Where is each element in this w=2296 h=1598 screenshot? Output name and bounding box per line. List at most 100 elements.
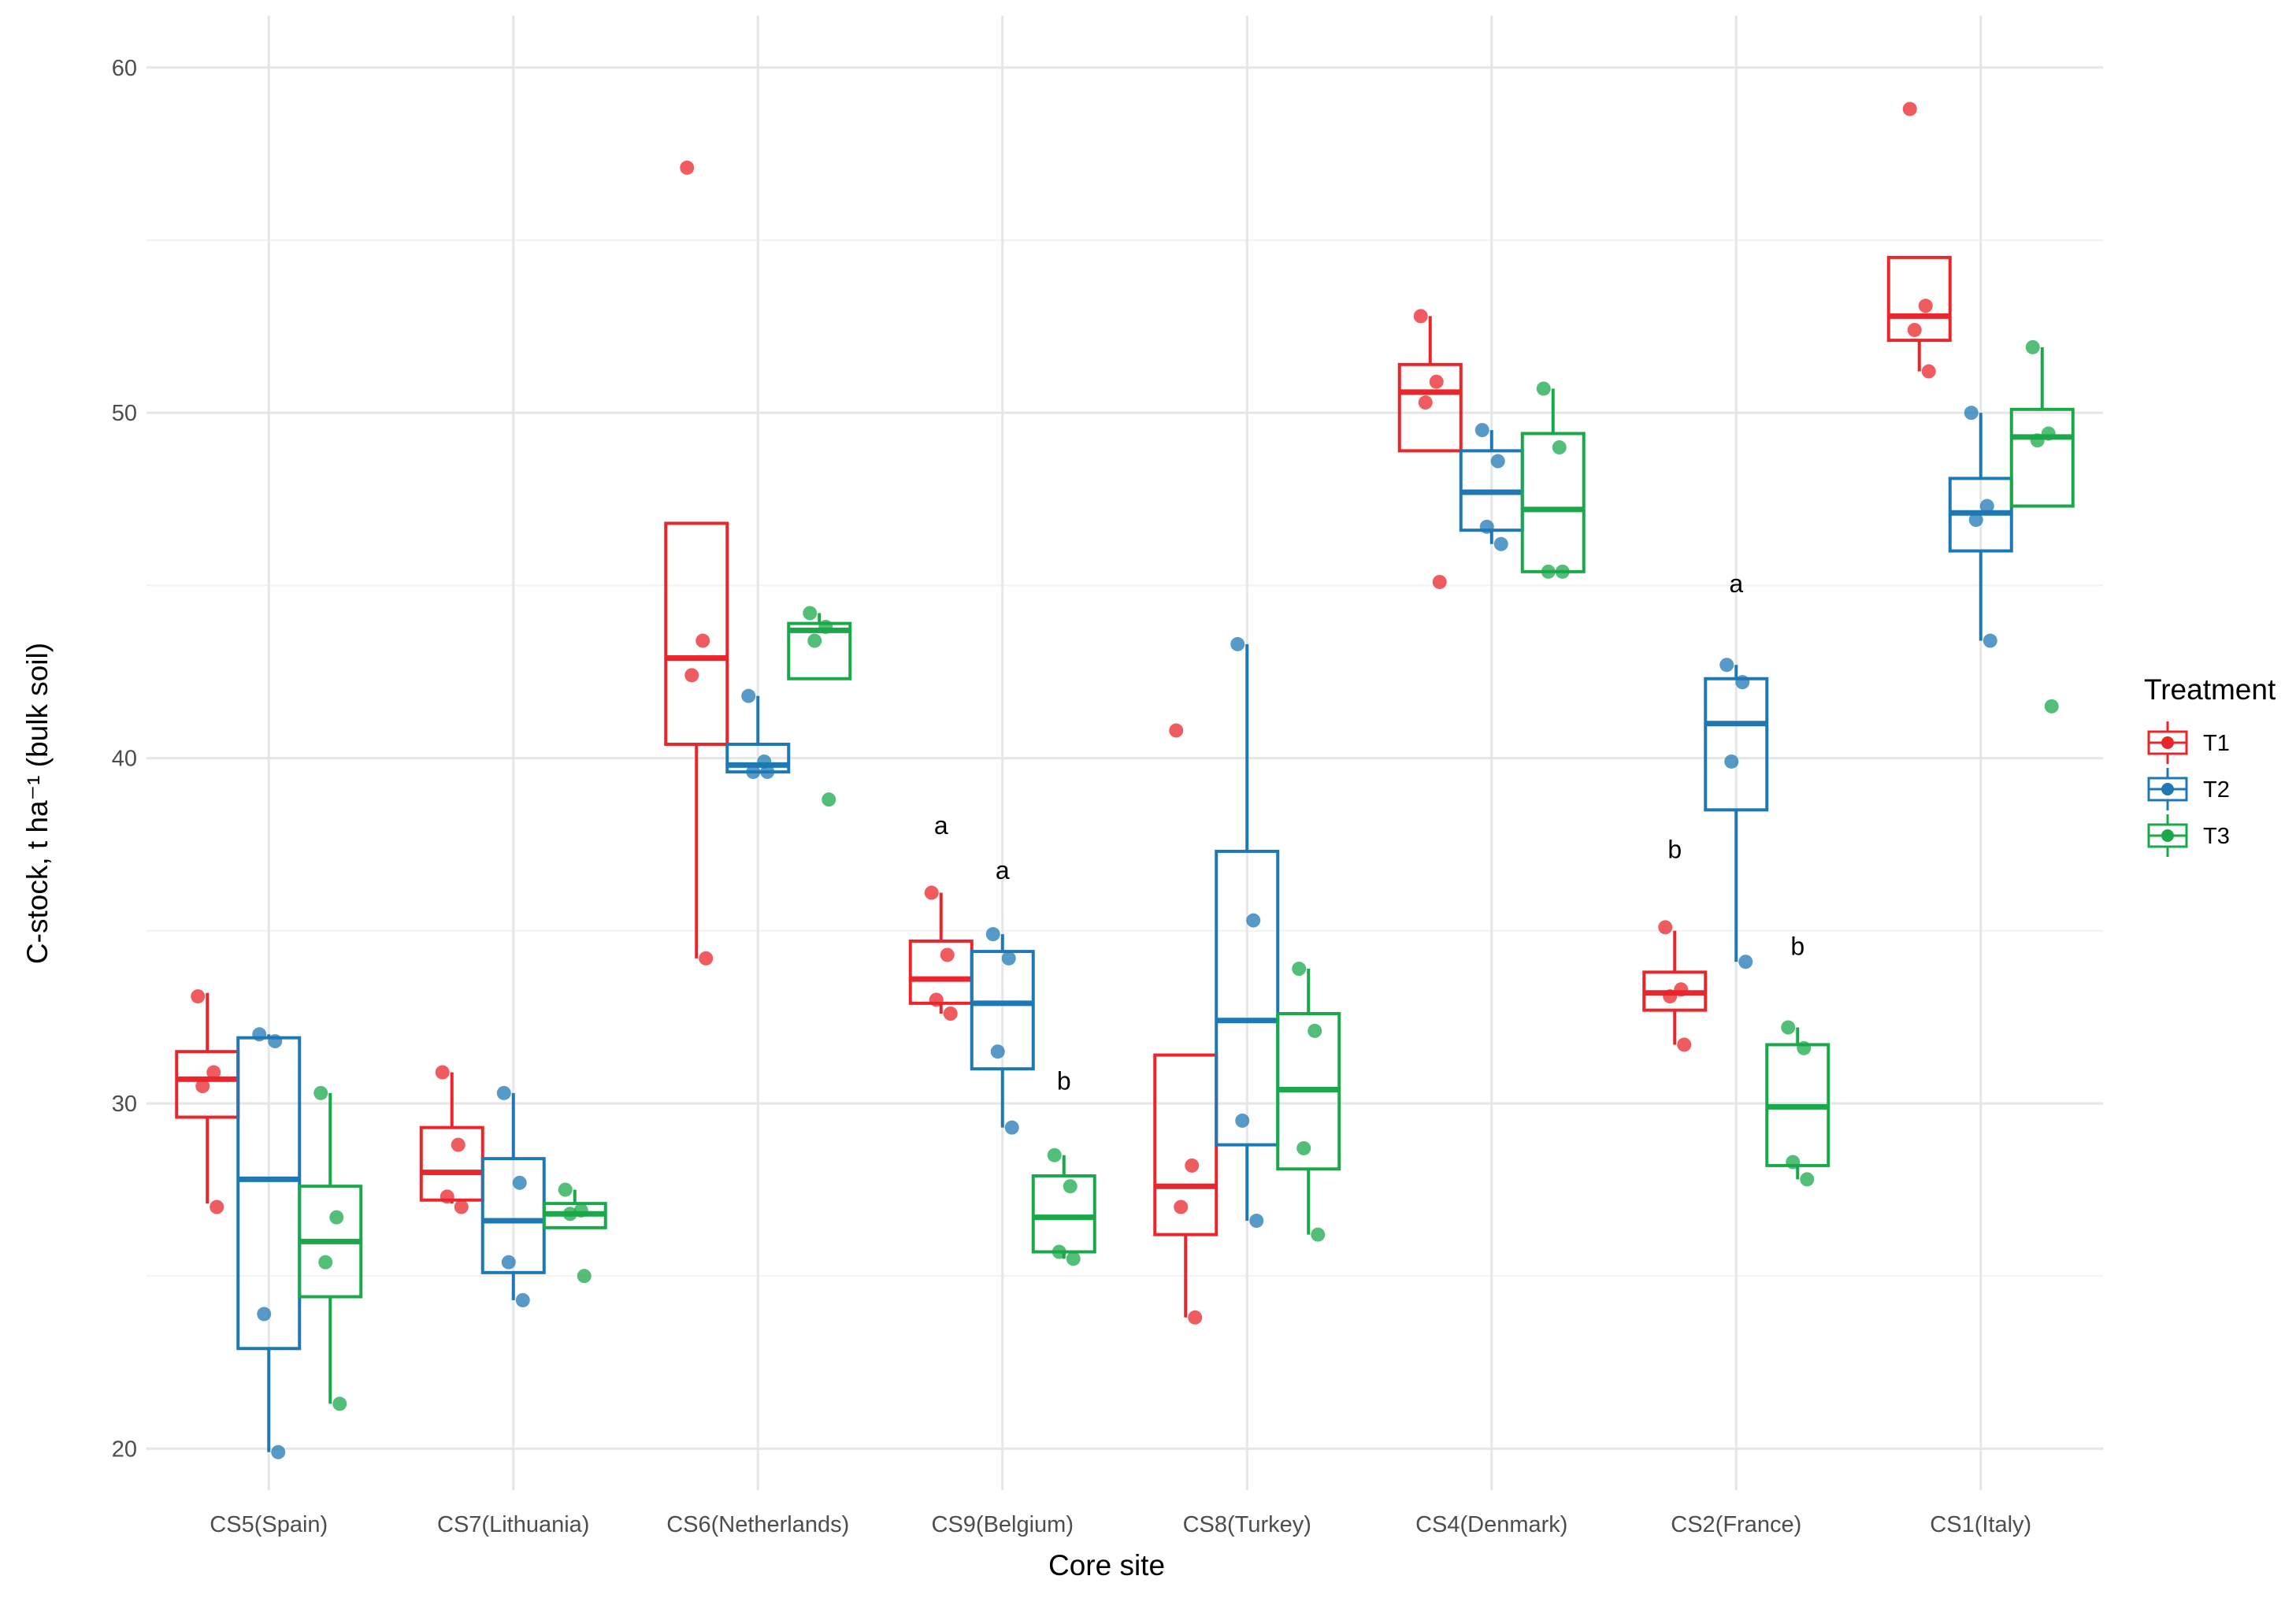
data-point <box>1490 454 1505 469</box>
data-point <box>1658 920 1673 935</box>
box-body <box>908 939 974 1005</box>
data-point <box>1536 381 1551 396</box>
data-point <box>318 1255 333 1270</box>
data-point <box>1983 633 1997 648</box>
data-point <box>1307 1023 1322 1038</box>
data-point <box>924 885 939 900</box>
data-point <box>1052 1244 1066 1259</box>
legend-title: Treatment <box>2144 673 2276 706</box>
box-T2-7 <box>1948 413 2013 641</box>
data-point <box>1555 564 1570 579</box>
data-point <box>807 633 822 648</box>
data-point <box>257 1307 272 1322</box>
data-point <box>1786 1155 1801 1170</box>
data-point <box>1063 1179 1078 1194</box>
x-tick-label: CS9(Belgium) <box>932 1512 1074 1537</box>
data-point <box>1292 962 1307 977</box>
data-point <box>1174 1199 1189 1214</box>
data-point <box>1296 1140 1311 1155</box>
data-point <box>684 668 699 683</box>
box-T1-7 <box>1886 255 1952 372</box>
boxes <box>175 255 2075 1452</box>
data-point <box>1493 536 1508 551</box>
box-body <box>1520 432 1586 573</box>
data-point <box>699 951 714 966</box>
box-T1-2 <box>664 521 729 958</box>
data-point <box>680 160 695 175</box>
data-point <box>1797 1040 1812 1055</box>
legend-label: T3 <box>2203 824 2230 849</box>
data-point <box>1185 1158 1200 1173</box>
legend-entry-T1: T1 <box>2147 721 2230 764</box>
box-T1-5 <box>1397 316 1463 453</box>
x-axis-ticks: CS5(Spain) CS7(Lithuania) CS6(Netherlands)… <box>210 1512 2031 1537</box>
data-point <box>760 765 775 780</box>
box-body <box>664 521 729 747</box>
data-point <box>1921 364 1936 379</box>
data-point <box>990 1044 1005 1059</box>
box-body <box>419 1125 484 1202</box>
data-point <box>1311 1227 1326 1242</box>
data-point <box>1918 298 1933 313</box>
data-point <box>435 1065 450 1080</box>
box-T1-0 <box>175 992 240 1204</box>
data-point <box>746 765 761 780</box>
data-point <box>822 792 836 807</box>
data-point <box>1249 1214 1264 1229</box>
data-point <box>268 1034 283 1049</box>
data-point <box>191 989 206 1004</box>
x-axis-title: Core site <box>1048 1549 1165 1581</box>
data-point <box>1552 440 1567 455</box>
data-point <box>1418 395 1433 410</box>
box-body <box>1215 849 1280 1147</box>
box-T2-6 <box>1704 665 1769 962</box>
x-tick-label: CS1(Italy) <box>1930 1512 2031 1537</box>
data-point <box>1979 499 1994 514</box>
y-axis-ticks: 20 30 40 50 60 <box>112 56 137 1463</box>
data-point <box>2030 433 2045 448</box>
data-point <box>2044 699 2059 714</box>
x-tick-label: CS5(Spain) <box>210 1512 328 1537</box>
data-point <box>1004 1120 1019 1135</box>
data-point <box>818 619 833 634</box>
box-T1-4 <box>1153 1053 1218 1318</box>
data-point <box>1429 374 1444 389</box>
data-point <box>943 1006 958 1021</box>
legend-label: T1 <box>2203 731 2230 756</box>
data-point <box>1719 658 1734 673</box>
data-point <box>451 1137 466 1152</box>
data-point <box>1907 322 1922 337</box>
y-tick-label: 60 <box>112 56 137 81</box>
data-point <box>515 1292 530 1307</box>
legend-label: T2 <box>2203 777 2230 803</box>
grid <box>147 16 2103 1490</box>
data-point <box>695 633 710 648</box>
x-tick-label: CS8(Turkey) <box>1183 1512 1311 1537</box>
data-point <box>271 1444 286 1459</box>
data-point <box>573 1203 588 1218</box>
box-T2-3 <box>970 934 1035 1128</box>
data-point <box>1047 1148 1062 1162</box>
data-point <box>558 1182 573 1197</box>
significance-letter: a <box>996 856 1010 884</box>
data-point <box>940 947 955 962</box>
significance-letter: a <box>934 811 948 840</box>
data-point <box>454 1199 469 1214</box>
box-body <box>787 621 852 680</box>
data-point <box>329 1210 344 1225</box>
data-point <box>1474 423 1489 438</box>
data-point <box>1541 564 1556 579</box>
data-point <box>1781 1020 1796 1035</box>
data-point <box>206 1065 221 1080</box>
data-points <box>191 102 2059 1459</box>
data-point <box>195 1079 210 1094</box>
box-body <box>2009 407 2075 508</box>
x-tick-label: CS4(Denmark) <box>1415 1512 1567 1537</box>
legend-key-point <box>2161 736 2174 749</box>
data-point <box>577 1269 592 1284</box>
y-tick-label: 30 <box>112 1092 137 1117</box>
data-point <box>1663 989 1678 1004</box>
significance-letter: b <box>1790 932 1805 960</box>
data-point <box>1479 519 1494 534</box>
